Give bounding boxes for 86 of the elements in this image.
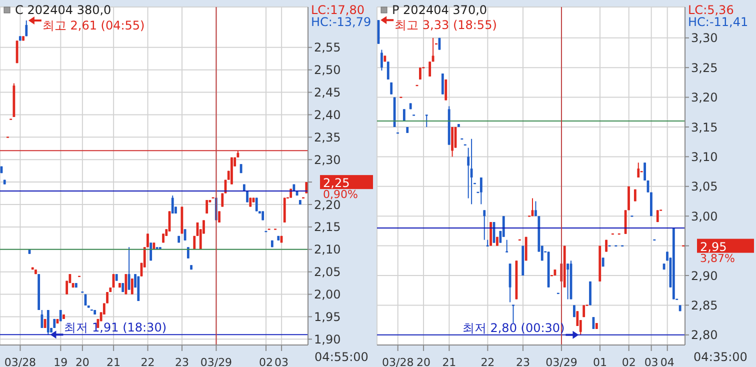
candlestick [512,304,514,324]
candlestick [644,162,646,181]
y-tick-label: 2,40 [314,108,341,122]
text: 0,90% [323,188,358,202]
y-tick-label: 2,00 [314,288,341,302]
x-tick-label: 03/28 [4,356,36,367]
candlestick [419,67,422,80]
text: 04:55:00 [314,350,368,364]
candlestick [534,200,537,217]
candlestick [566,263,569,300]
y-tick-label: 3,10 [691,150,718,164]
y-tick-label: 2,30 [314,152,341,167]
text: 2,25 [323,176,350,190]
y-tick-label: 2,35 [314,130,341,144]
x-tick-label: 03/29 [546,356,578,367]
y-tick-label: 3,00 [691,209,718,224]
candlestick [150,242,152,262]
y-tick-label: 3,25 [691,60,718,75]
text: LC:5,36 [688,3,734,17]
y-tick-label: 2,55 [314,40,341,55]
candlestick [480,176,482,205]
y-tick-label: 3,15 [691,120,718,134]
text: 04:35:00 [694,350,748,364]
annotation: 최저 1,91 (18:30) [64,320,167,335]
candlestick [483,210,486,240]
y-tick-label: 2,90 [691,268,718,283]
y-tick-label: 3,30 [691,31,718,46]
y-tick-label: 3,20 [691,90,718,105]
candlestick [637,162,640,178]
y-tick-label: 1,95 [314,310,341,324]
y-tick-label: 2,45 [314,86,341,100]
y-tick-label: 2,50 [314,63,341,78]
text: 2,95 [700,240,727,254]
y-tick-label: 2,15 [314,220,341,234]
candlestick [25,20,28,37]
y-tick-label: 1,90 [314,332,341,346]
candlestick [506,239,508,252]
candlestick [16,40,18,64]
chart-title: P 202404 370,0 [392,3,488,17]
candlestick [425,114,428,128]
x-tick-label: 19 [54,356,68,367]
y-tick-label: 2,80 [691,328,718,342]
x-tick-label: 01 [592,356,607,367]
x-tick-label: 23 [516,356,530,367]
x-tick-label: 04 [660,356,674,367]
text: HC:-13,79 [311,15,372,29]
x-tick-label: 21 [106,356,121,367]
x-tick-label: 23 [175,356,189,367]
candlestick [124,274,128,295]
x-tick-label: 21 [442,356,456,367]
text: HC:-11,41 [688,15,748,29]
y-tick-label: 2,05 [314,265,341,280]
y-tick-label: 2,10 [314,242,341,257]
candlestick [40,309,44,328]
candlestick [146,233,149,248]
text: 3,87% [700,252,735,265]
x-tick-label: 20 [416,356,431,367]
x-tick-label: 03 [274,356,289,367]
candlestick [386,61,390,80]
text: LC:17,80 [311,3,364,17]
candlestick [444,78,448,101]
candlestick [218,210,220,223]
y-tick-label: 3,05 [691,180,718,194]
x-tick-label: 02 [622,356,636,367]
candlestick [184,228,186,241]
candlestick [128,246,130,290]
x-tick-label: 02 [259,356,273,367]
x-tick-label: 22 [480,356,495,367]
candlestick [380,49,383,72]
x-tick-label: 03 [644,356,658,367]
x-tick-label: 22 [140,356,155,367]
y-tick-label: 2,85 [691,298,718,312]
annotation: 최고 2,61 (04:55) [42,18,145,32]
chart-title: C 202404 380,0 [15,3,112,17]
candlestick [428,61,432,77]
candlestick [106,292,108,304]
candlestick [171,195,174,214]
x-tick-label: 20 [75,356,90,367]
x-tick-label: 03/29 [200,356,232,367]
candlestick [441,73,444,95]
candlestick [206,200,208,214]
candlestick [130,278,134,295]
candlestick [451,126,454,158]
annotation: 최고 3,33 (18:55) [394,18,497,32]
candlestick [46,309,50,336]
x-tick-label: 03/28 [382,356,414,367]
